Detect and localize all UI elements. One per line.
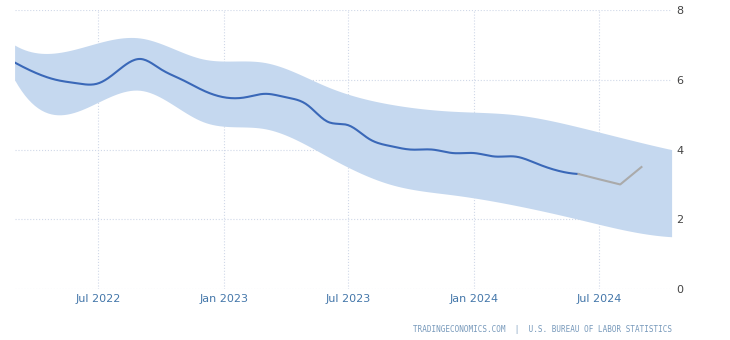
Text: TRADINGECONOMICS.COM  |  U.S. BUREAU OF LABOR STATISTICS: TRADINGECONOMICS.COM | U.S. BUREAU OF LA… xyxy=(412,325,672,334)
